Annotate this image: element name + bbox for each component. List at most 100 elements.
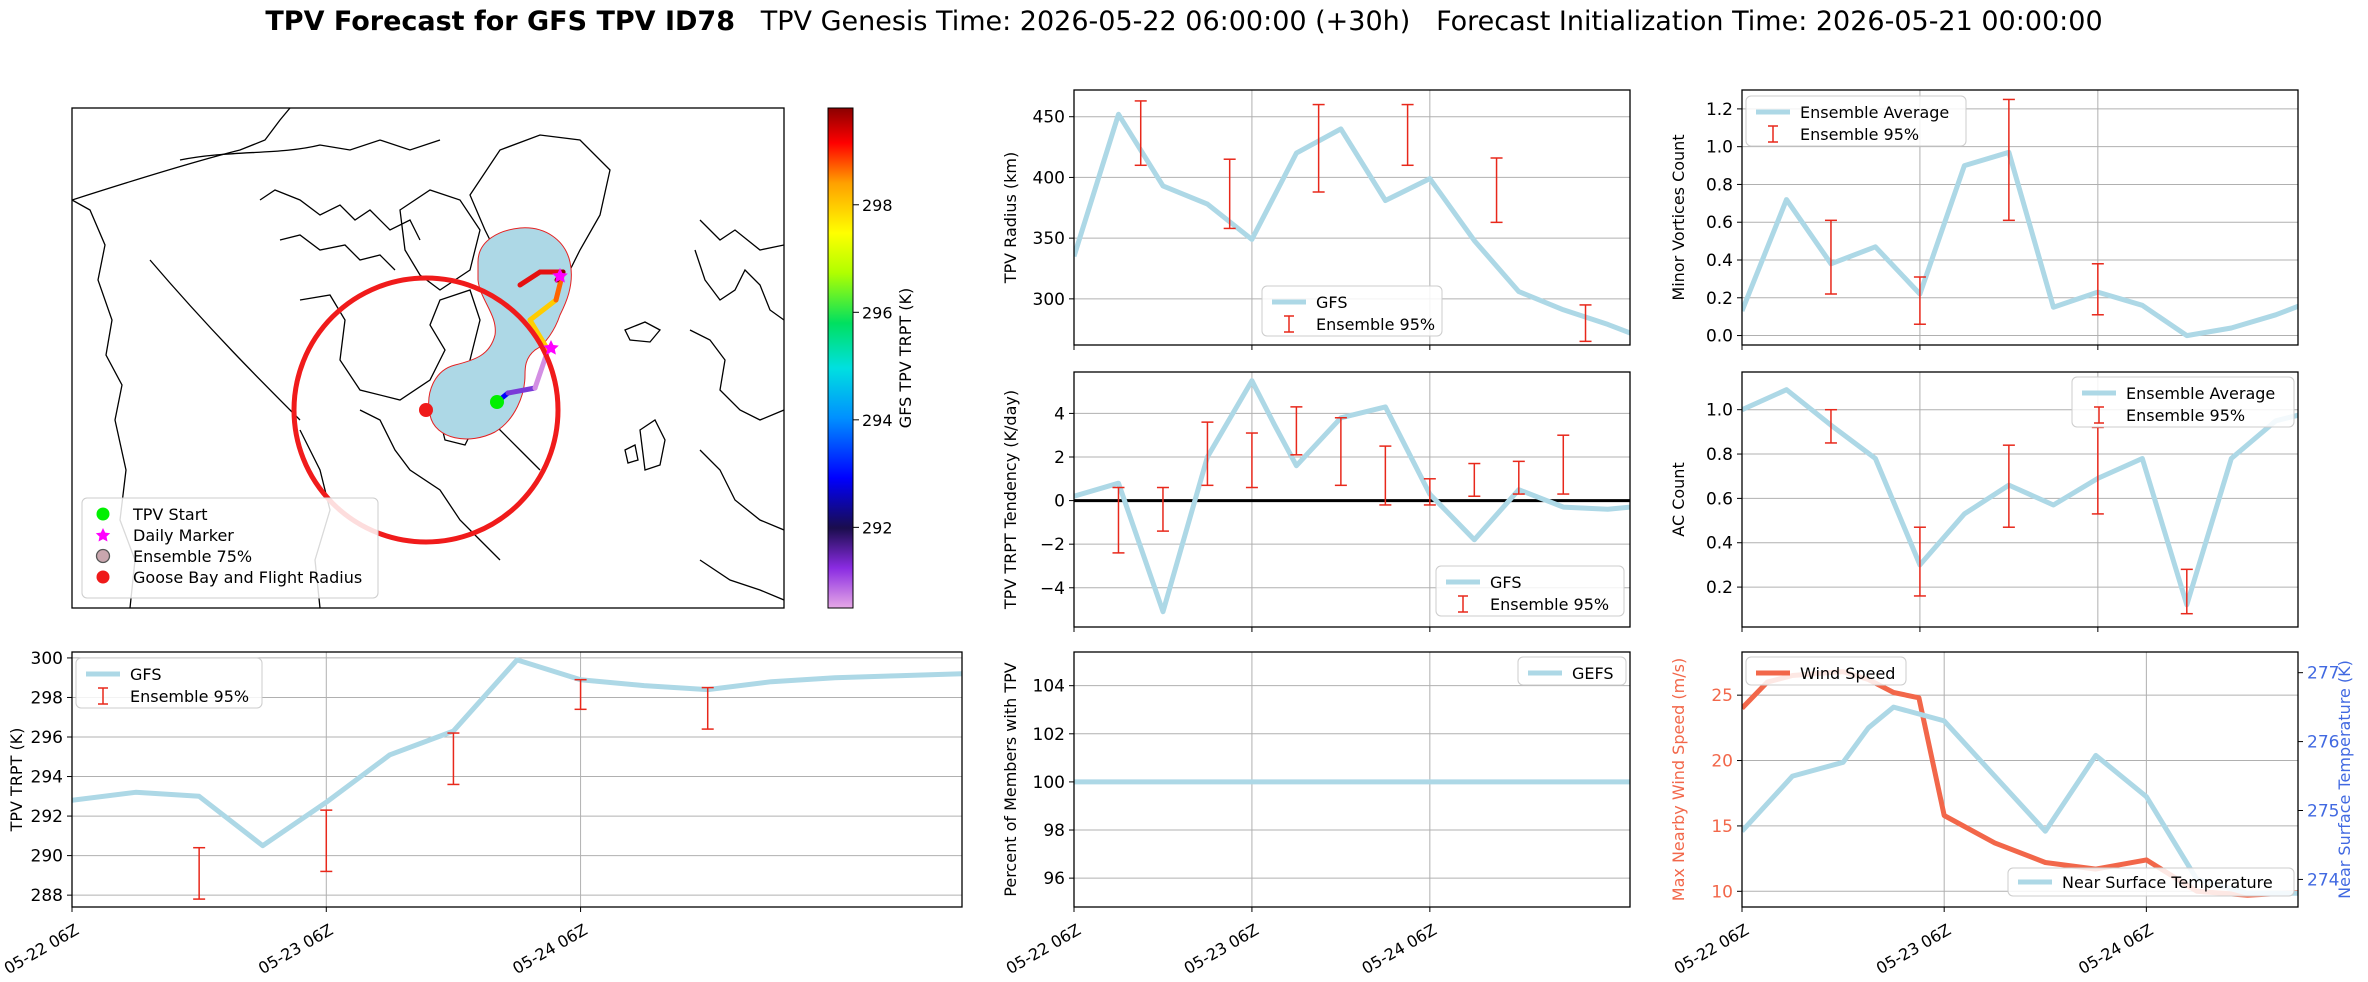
ensemble-errorbar bbox=[1468, 462, 1481, 497]
y-axis-label: TPV Radius (km) bbox=[1001, 152, 1020, 285]
legend-secondary: Near Surface Temperature bbox=[2007, 867, 2295, 897]
legend-frame bbox=[2071, 376, 2295, 428]
map-legend: TPV Start Daily Marker Ensemble 75% Goose B… bbox=[81, 497, 379, 599]
y-tick-label: 98 bbox=[1043, 821, 1065, 841]
ensemble-errorbar bbox=[1423, 478, 1436, 506]
colorbar: 292 294 296 298 GFS TPV TRPT (K) bbox=[827, 107, 915, 609]
x-tick-label: 05-22 06Z bbox=[1671, 920, 1752, 978]
legend-label: Ensemble 95% bbox=[2126, 406, 2245, 425]
y-tick-label: 0.4 bbox=[1706, 534, 1733, 554]
ensemble-errorbar bbox=[1579, 304, 1592, 343]
y-axis: 0.2 0.4 0.6 0.8 1.0 bbox=[1706, 401, 1742, 598]
ensemble-errorbar bbox=[1490, 157, 1503, 224]
map-legend-item: Daily Marker bbox=[95, 526, 234, 545]
ensemble-errorbar bbox=[320, 809, 333, 873]
ensemble-errorbar bbox=[2180, 568, 2193, 615]
series-line bbox=[72, 657, 962, 849]
axes-frame bbox=[1741, 89, 2299, 346]
ensemble-errorbar bbox=[447, 732, 460, 786]
map-border-arctic bbox=[72, 108, 291, 201]
y-tick-label: 96 bbox=[1043, 869, 1065, 889]
y-tick-label: 102 bbox=[1033, 725, 1065, 745]
map-flight-radius-circle bbox=[291, 275, 561, 545]
legend-frame bbox=[1745, 95, 1967, 147]
x-tick-label: 05-23 06Z bbox=[1181, 920, 1262, 978]
plot-area bbox=[72, 657, 962, 900]
legend-label: Wind Speed bbox=[1800, 664, 1895, 683]
map-tpv-start-marker bbox=[490, 395, 504, 409]
series-line bbox=[1742, 669, 2298, 898]
map-legend-label: Goose Bay and Flight Radius bbox=[133, 568, 362, 587]
y-tick-label: 292 bbox=[31, 807, 63, 827]
ensemble-errorbar bbox=[2091, 426, 2104, 515]
errorbar-legend-icon bbox=[1768, 125, 1778, 143]
y-tick-label: 288 bbox=[31, 886, 63, 906]
y-axis: 0.0 0.2 0.4 0.6 0.8 1.0 1.2 bbox=[1706, 100, 1742, 347]
errorbar-legend-icon bbox=[1458, 595, 1468, 613]
legend: Ensemble Average Ensemble 95% bbox=[1745, 95, 1967, 147]
y2-tick-label: 277 bbox=[2307, 664, 2339, 684]
ensemble-errorbar bbox=[1913, 276, 1926, 325]
y-axis-label: TPV TRPT (K) bbox=[7, 728, 26, 833]
green-dot-icon bbox=[96, 507, 110, 521]
y-axis: 288 290 292 294 296 298 300 bbox=[31, 649, 72, 906]
y-tick-label: 0.2 bbox=[1706, 289, 1733, 309]
ensemble-errorbar bbox=[1156, 486, 1169, 532]
figure-title-bold: TPV Forecast for GFS TPV ID78 bbox=[265, 6, 735, 37]
map-europe bbox=[689, 219, 784, 601]
y-tick-label: 20 bbox=[1711, 752, 1733, 772]
ensemble-errorbar bbox=[1223, 158, 1236, 230]
axes-frame bbox=[1073, 371, 1631, 628]
map-legend-item: Goose Bay and Flight Radius bbox=[96, 568, 362, 587]
plot-area bbox=[1742, 669, 2298, 898]
panel-minor: 0.0 0.2 0.4 0.6 0.8 1.0 1.2 Minor Vortices Coun… bbox=[1669, 89, 2299, 350]
y-axis: 96 98 100 102 104 bbox=[1033, 677, 1074, 889]
legend: GFS Ensemble 95% bbox=[75, 657, 263, 709]
y2-tick-label: 276 bbox=[2307, 733, 2339, 753]
legend-frame bbox=[1517, 656, 1627, 686]
legend-label: Ensemble Average bbox=[2126, 384, 2275, 403]
colorbar-gradient bbox=[827, 107, 854, 609]
plot-area bbox=[1074, 100, 1630, 343]
y-axis-label: Minor Vortices Count bbox=[1669, 134, 1688, 300]
plot-area bbox=[1742, 98, 2298, 339]
ensemble-errorbar bbox=[1401, 103, 1414, 167]
map-baffin bbox=[399, 189, 481, 291]
y-tick-label: 0.4 bbox=[1706, 251, 1733, 271]
y-tick-label: 0 bbox=[1054, 492, 1065, 512]
ensemble-errorbar bbox=[1557, 434, 1570, 495]
axes-frame bbox=[1741, 651, 2299, 908]
y2-axis: 274 275 276 277 bbox=[2298, 664, 2339, 890]
figure-title-init: Forecast Initialization Time: 2026-05-21… bbox=[1436, 6, 2103, 37]
ensemble-errorbar bbox=[1824, 408, 1837, 444]
map-iceland bbox=[624, 321, 662, 343]
y-tick-label: 0.8 bbox=[1706, 445, 1733, 465]
x-tick-label: 05-22 06Z bbox=[1003, 920, 1084, 978]
legend-frame bbox=[1261, 285, 1443, 337]
x-axis: 05-22 06Z 05-23 06Z 05-24 06Z bbox=[1671, 907, 2156, 978]
y-tick-label: 10 bbox=[1711, 882, 1733, 902]
y-tick-label: 2 bbox=[1054, 448, 1065, 468]
y-tick-label: 0.2 bbox=[1706, 578, 1733, 598]
map-legend-item: TPV Start bbox=[96, 505, 208, 524]
axes-frame bbox=[1741, 371, 2299, 628]
plot-area bbox=[1742, 387, 2298, 615]
chart-panels: 300 350 400 450 TPV Radius (km) GFS Ensemble 9… bbox=[1, 89, 2354, 978]
x-axis: 05-22 06Z 05-23 06Z 05-24 06Z bbox=[1003, 907, 1440, 978]
ensemble-errorbar bbox=[1201, 421, 1214, 487]
colorbar-tick-label: 294 bbox=[862, 411, 893, 430]
legend-label: Ensemble Average bbox=[1800, 103, 1949, 122]
y2-axis-label: Near Surface Temperature (K) bbox=[2335, 660, 2354, 899]
legend: Wind Speed bbox=[1745, 656, 1907, 686]
plot-area bbox=[1074, 378, 1630, 615]
y-tick-label: 0.6 bbox=[1706, 213, 1733, 233]
y-tick-label: 100 bbox=[1033, 773, 1065, 793]
legend-frame bbox=[1745, 656, 1907, 686]
map-panel: TPV Start Daily Marker Ensemble 75% Goose B… bbox=[71, 107, 915, 609]
y-axis: −4 −2 0 2 4 bbox=[1040, 404, 1074, 599]
ensemble-errorbar bbox=[1913, 526, 1926, 597]
figure-title: TPV Forecast for GFS TPV ID78 TPV Genesi… bbox=[0, 6, 2368, 37]
ensemble-errorbar bbox=[1312, 103, 1325, 193]
errorbar-legend-icon bbox=[98, 687, 108, 705]
